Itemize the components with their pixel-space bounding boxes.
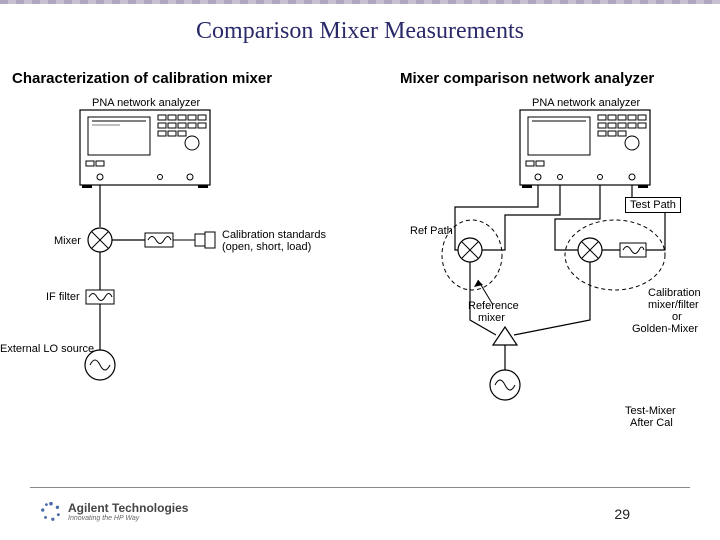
filter-icon [145,233,173,247]
test-path-label: Test Path [625,197,681,213]
ext-lo-label: External LO source [0,343,94,355]
test-mixer-label-1: Test-Mixer [625,405,676,417]
logo-text: Agilent Technologies [68,501,188,515]
subtitle-left: Characterization of calibration mixer [12,70,272,87]
agilent-spark-icon [40,500,62,522]
cal-filter-icon [620,243,646,257]
cal-standard-icon [195,232,215,248]
diagram-svg [0,95,720,475]
top-border [0,0,720,4]
cal-mixer-label-1: Calibration [648,287,701,299]
test-mixer-icon [578,238,602,262]
logo-tagline: Innovating the HP Way [68,515,188,522]
pna-label-right: PNA network analyzer [532,97,640,109]
if-filter-icon [86,290,114,304]
pna-label-left: PNA network analyzer [92,97,200,109]
cal-mixer-label-2: mixer/filter [648,299,699,311]
if-filter-label: IF filter [46,291,80,303]
splitter-icon [493,327,517,345]
ref-mixer-icon [458,238,482,262]
mixer-icon [88,228,112,252]
analyzer-left [80,110,210,188]
golden-label: Golden-Mixer [632,323,698,335]
subtitle-right: Mixer comparison network analyzer [400,70,654,87]
page-title: Comparison Mixer Measurements [0,18,720,45]
analyzer-right [520,110,650,188]
diagram-area: PNA network analyzer PNA network analyze… [0,95,720,475]
cal-std-label-1: Calibration standards [222,229,326,241]
cal-std-label-2: (open, short, load) [222,241,311,253]
or-label: or [672,311,682,323]
lo-source-right-icon [490,370,520,400]
mixer-label: Mixer [54,235,81,247]
logo: Agilent Technologies Innovating the HP W… [40,500,188,522]
bottom-rule [30,487,690,488]
ref-mixer-label-1: Reference [468,300,519,312]
test-mixer-label-2: After Cal [630,417,673,429]
ref-path-label: Ref Path [410,225,453,237]
page-number: 29 [614,506,630,522]
ref-mixer-label-2: mixer [478,312,505,324]
